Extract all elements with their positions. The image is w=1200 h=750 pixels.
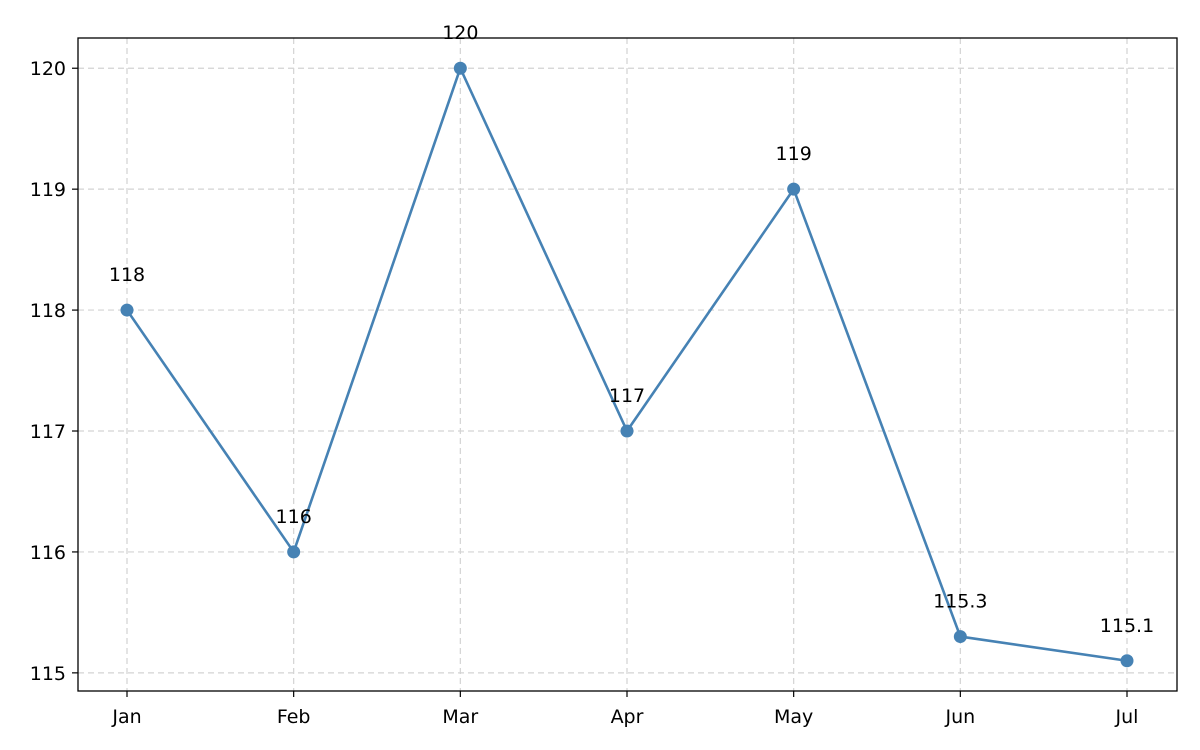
y-tick-label: 117	[30, 421, 66, 443]
y-tick-label: 116	[30, 542, 66, 564]
data-point	[120, 303, 134, 317]
data-label: 115.1	[1100, 615, 1154, 637]
data-point	[1120, 654, 1134, 668]
x-tick-label: Jun	[944, 706, 975, 728]
x-tick-label: Apr	[611, 706, 644, 728]
y-tick-label: 118	[30, 300, 66, 322]
data-label: 119	[776, 143, 812, 165]
gridlines	[78, 38, 1177, 691]
x-tick-label: Feb	[277, 706, 311, 728]
data-point	[287, 545, 301, 559]
data-label: 115.3	[933, 591, 987, 613]
x-tick-label: Jul	[1115, 706, 1139, 728]
x-tick-label: Jan	[111, 706, 141, 728]
data-label: 117	[609, 385, 645, 407]
data-label: 116	[276, 506, 312, 528]
y-tick-label: 120	[30, 58, 66, 80]
x-tick-label: Mar	[442, 706, 478, 728]
data-label: 120	[442, 22, 478, 44]
data-labels: 118 116 120 117 119 115.3 115.1	[109, 22, 1154, 637]
series	[120, 61, 1134, 668]
data-point	[620, 424, 634, 438]
x-axis: Jan Feb Mar Apr May Jun Jul	[111, 691, 1138, 728]
y-axis: 115 116 117 118 119 120	[30, 58, 78, 685]
data-point	[787, 182, 801, 196]
y-tick-label: 115	[30, 663, 66, 685]
data-point	[953, 630, 967, 644]
y-tick-label: 119	[30, 179, 66, 201]
x-tick-label: May	[774, 706, 813, 728]
data-label: 118	[109, 264, 145, 286]
data-point	[453, 61, 467, 75]
